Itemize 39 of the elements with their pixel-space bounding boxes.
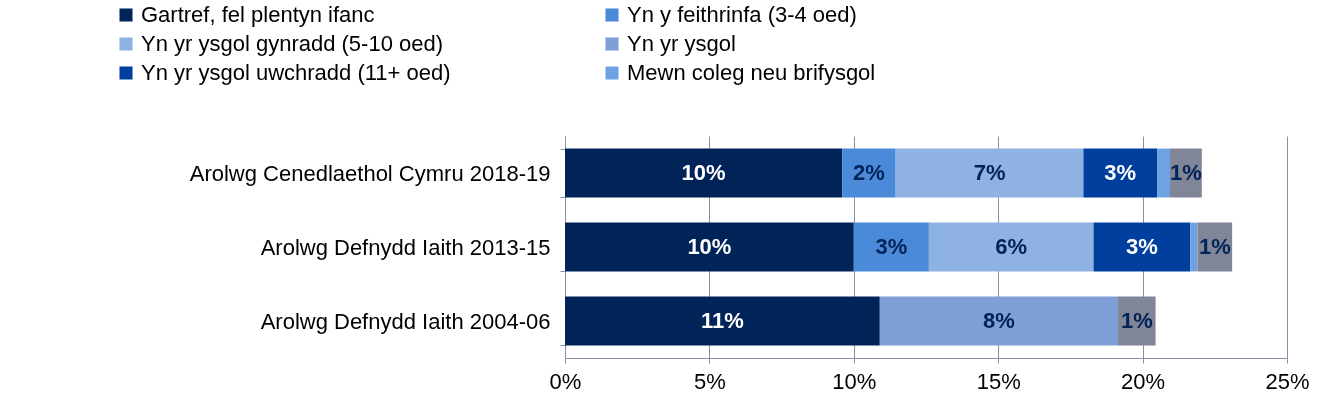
- x-tick-label: 5%: [694, 368, 726, 394]
- legend-label: Yn yr ysgol gynradd (5-10 oed): [141, 31, 444, 56]
- data-label: 10%: [687, 234, 732, 259]
- legend-label: Yn yr ysgol uwchradd (11+ oed): [141, 60, 451, 85]
- bar: [565, 296, 880, 346]
- x-tick-label: 15%: [976, 368, 1021, 394]
- x-tick-label: 25%: [1265, 368, 1310, 394]
- data-label: 2%: [853, 160, 885, 185]
- data-label: 3%: [1125, 234, 1158, 259]
- data-label: 8%: [983, 308, 1015, 333]
- data-label: 1%: [1170, 160, 1202, 185]
- bar: [565, 148, 843, 198]
- bar: [853, 222, 929, 272]
- y-tick-label: Arolwg Defnydd Iaith 2013-15: [260, 234, 551, 260]
- bar: [1083, 148, 1158, 198]
- data-label: 11%: [700, 308, 744, 333]
- data-label: 3%: [875, 234, 908, 259]
- bar: [1093, 222, 1191, 272]
- data-label: 6%: [995, 234, 1028, 259]
- bar: [565, 222, 854, 272]
- bar: [1190, 222, 1198, 272]
- x-tick-label: 10%: [832, 368, 877, 394]
- bar: [928, 222, 1094, 272]
- data-label: 10%: [681, 160, 726, 185]
- x-tick-label: 0%: [549, 368, 582, 394]
- bar: [895, 148, 1084, 198]
- data-label: 3%: [1104, 160, 1137, 185]
- legend-label: Yn y feithrinfa (3-4 oed): [627, 2, 857, 27]
- data-label: 1%: [1198, 234, 1231, 259]
- bar: [879, 296, 1119, 346]
- y-tick-label: Arolwg Defnydd Iaith 2004-06: [260, 308, 551, 334]
- data-label: 1%: [1120, 308, 1153, 333]
- legend-label: Mewn coleg neu brifysgol: [627, 60, 876, 85]
- y-tick-label: Arolwg Cenedlaethol Cymru 2018-19: [189, 160, 551, 186]
- bar: [1157, 148, 1171, 198]
- x-tick-label: 20%: [1121, 368, 1166, 394]
- legend-label: Yn yr ysgol: [627, 31, 736, 56]
- legend-label: Gartref, fel plentyn ifanc: [141, 2, 375, 27]
- data-label: 7%: [973, 160, 1006, 185]
